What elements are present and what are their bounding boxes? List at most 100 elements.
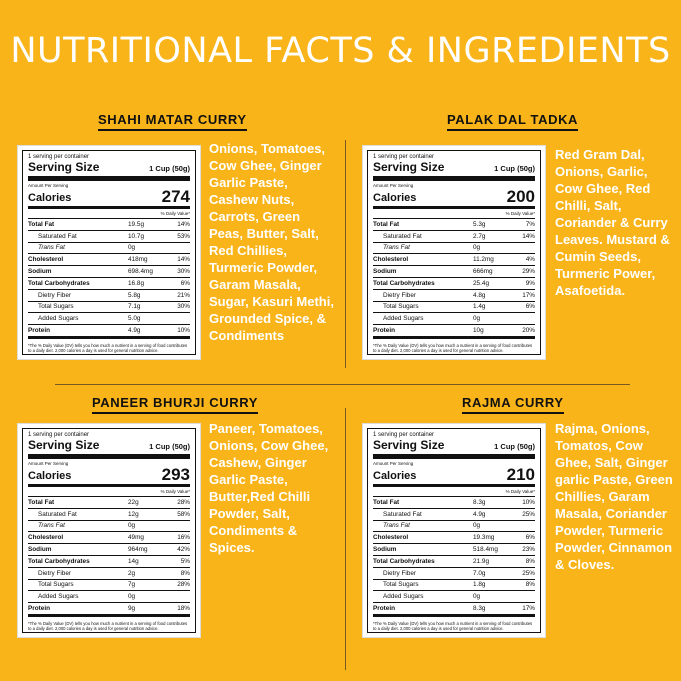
daily-value-footnote: *The % Daily Value (DV) tells you how mu…	[28, 621, 188, 632]
nutrient-row: Total Carbohydrates 16.8g 6%	[28, 278, 190, 290]
ingredients-paneer-bhurji: Paneer, Tomatoes, Onions, Cow Ghee, Cash…	[209, 421, 329, 555]
nutrient-percent: 5%	[180, 557, 190, 565]
calories-label: Calories	[373, 192, 417, 205]
nutrient-percent: 8%	[525, 581, 535, 589]
daily-value-footnote: *The % Daily Value (DV) tells you how mu…	[28, 343, 188, 354]
amount-per-serving: Amount Per Serving	[28, 460, 69, 466]
nutrient-row: Dietry Fiber 5.8g 21%	[28, 290, 190, 302]
nutrient-percent: 53%	[177, 232, 190, 240]
nutrient-row: Sodium 666mg 29%	[373, 266, 535, 279]
nutrient-name: Saturated Fat	[383, 510, 422, 518]
nutrient-name: Added Sugars	[38, 315, 79, 323]
nutrient-row: Saturated Fat 12g 58%	[28, 509, 190, 521]
calories-row: Calories 293	[28, 466, 190, 487]
nutrient-percent: 16%	[177, 534, 190, 542]
nutrition-label: 1 serving per container Serving Size 1 Cup…	[22, 150, 196, 355]
nutrient-amount: 0g	[473, 315, 481, 323]
nutrient-amount: 21.9g	[473, 557, 489, 565]
nutrition-label: 1 serving per container Serving Size 1 Cup…	[367, 150, 541, 355]
nutrient-amount: 7.1g	[128, 303, 141, 311]
calories-row: Calories 274	[28, 188, 190, 209]
nutrient-row: Saturated Fat 10.7g 53%	[28, 231, 190, 243]
nutrient-name: Trans Fat	[38, 244, 65, 252]
daily-value-header: % Daily Value*	[373, 487, 535, 498]
calories-label: Calories	[28, 192, 72, 205]
nutrient-name: Total Fat	[28, 498, 55, 506]
nutrient-amount: 19.3mg	[473, 534, 495, 542]
nutrient-percent: 17%	[522, 291, 535, 299]
nutrient-name: Dietry Fiber	[383, 291, 417, 299]
nutrient-name: Dietry Fiber	[38, 291, 72, 299]
nutrient-name: Protein	[28, 326, 51, 334]
servings-per-container: 1 serving per container	[373, 432, 435, 438]
nutrient-amount: 7.0g	[473, 569, 486, 577]
nutrient-amount: 19.5g	[128, 220, 144, 228]
nutrition-card: 1 serving per container Serving Size 1 Cup…	[362, 423, 546, 638]
nutrient-name: Total Carbohydrates	[373, 557, 435, 565]
nutrient-amount: 14g	[128, 557, 139, 565]
nutrient-amount: 0g	[128, 593, 136, 601]
nutrient-name: Protein	[373, 604, 396, 612]
serving-size-value: 1 Cup (50g)	[149, 441, 190, 451]
nutrient-amount: 2.7g	[473, 232, 486, 240]
calories-value: 274	[161, 186, 190, 206]
nutrient-row: Protein 8.3g 17%	[373, 603, 535, 617]
amount-per-serving: Amount Per Serving	[373, 182, 414, 188]
section-title-rajma: RAJMA CURRY	[462, 395, 564, 414]
nutrient-amount: 0g	[473, 522, 481, 530]
nutrient-name: Added Sugars	[383, 593, 424, 601]
section-title-shahi-matar: SHAHI MATAR CURRY	[98, 112, 247, 131]
nutrition-label: 1 serving per container Serving Size 1 Cup…	[367, 428, 541, 633]
title-underline	[447, 129, 579, 131]
calories-label: Calories	[373, 470, 417, 483]
serving-size-label: Serving Size	[373, 437, 445, 452]
nutrient-name: Sodium	[373, 545, 397, 553]
nutrient-name: Trans Fat	[38, 522, 65, 530]
nutrient-amount: 22g	[128, 498, 139, 506]
vertical-divider-top	[345, 140, 346, 368]
serving-size-row: Serving Size 1 Cup (50g)	[28, 438, 190, 459]
page-title: NUTRITIONAL FACTS & INGREDIENTS	[10, 31, 671, 71]
nutrient-amount: 11.2mg	[473, 256, 494, 264]
nutrient-amount: 4.8g	[473, 291, 486, 299]
nutrient-name: Total Fat	[373, 498, 400, 506]
title-underline	[462, 412, 564, 414]
nutrient-name: Saturated Fat	[38, 510, 77, 518]
nutrient-name: Cholesterol	[373, 256, 409, 264]
nutrient-row: Total Carbohydrates 21.9g 8%	[373, 556, 535, 568]
nutrient-row: Protein 4.9g 10%	[28, 325, 190, 339]
nutrient-amount: 8.3g	[473, 604, 486, 612]
nutrient-name: Total Sugars	[38, 303, 74, 311]
nutrient-percent: 21%	[177, 291, 190, 299]
servings-per-container: 1 serving per container	[373, 154, 435, 160]
nutrient-row: Trans Fat 0g	[28, 243, 190, 255]
calories-value: 200	[506, 186, 535, 206]
nutrient-row: Total Sugars 7.1g 30%	[28, 302, 190, 314]
serving-size-value: 1 Cup (50g)	[494, 441, 535, 451]
nutrient-percent: 8%	[525, 557, 535, 565]
nutrient-amount: 0g	[128, 244, 136, 252]
section-title-text: RAJMA CURRY	[462, 395, 564, 410]
nutrient-name: Total Carbohydrates	[28, 279, 90, 287]
daily-value-footnote: *The % Daily Value (DV) tells you how mu…	[373, 621, 533, 632]
nutrient-percent: 30%	[177, 267, 190, 275]
nutrient-amount: 4.9g	[128, 326, 141, 334]
ingredients-rajma: Rajma, Onions, Tomatos, Cow Ghee, Salt, …	[555, 421, 673, 572]
nutrient-name: Total Sugars	[383, 581, 419, 589]
nutrient-row: Cholesterol 11.2mg 4%	[373, 254, 535, 267]
nutrient-name: Dietry Fiber	[38, 569, 72, 577]
nutrient-amount: 7g	[128, 581, 136, 589]
nutrient-row: Total Sugars 1.8g 8%	[373, 580, 535, 592]
nutrient-name: Trans Fat	[383, 244, 410, 252]
nutrient-percent: 14%	[177, 220, 190, 228]
servings-per-container: 1 serving per container	[28, 154, 90, 160]
nutrient-row: Dietry Fiber 2g 8%	[28, 568, 190, 580]
nutrient-percent: 10%	[522, 498, 535, 506]
nutrient-percent: 10%	[177, 326, 190, 334]
nutrient-percent: 17%	[522, 604, 535, 612]
calories-row: Calories 210	[373, 466, 535, 487]
nutrient-name: Total Sugars	[38, 581, 74, 589]
nutrient-row: Saturated Fat 4.9g 25%	[373, 509, 535, 521]
nutrient-name: Total Carbohydrates	[28, 557, 90, 565]
serving-size-row: Serving Size 1 Cup (50g)	[28, 160, 190, 181]
